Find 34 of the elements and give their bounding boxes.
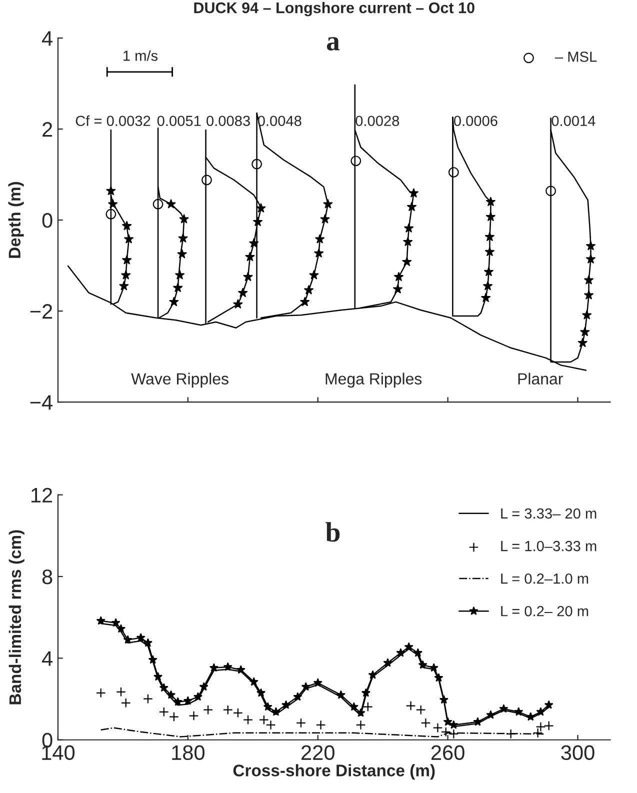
y-tick-label: −4 [30,395,52,410]
y-tick-label: 2 [42,122,52,137]
y-axis-title: Depth (m) [8,182,24,258]
annotation: b [326,522,340,542]
x-tick-label: 300 [561,745,594,760]
annotation: Mega Ripples [326,372,422,388]
annotation: Wave Ripples [131,372,228,388]
legend-label: L = 0.2–1.0 m [501,573,588,584]
x-tick-label: 220 [302,745,334,760]
annotation: Cf = 0.0032 [76,115,150,126]
annotation: 0.0006 [454,116,498,126]
chart-title: DUCK 94 – Longshore current – Oct 10 [194,2,474,16]
x-tick-label: 180 [172,745,204,760]
annotation: 0.0028 [356,116,400,126]
legend-label: L = 0.2– 20 m [501,606,588,616]
x-tick-label: 260 [431,745,464,760]
annotation: 0.0051 [157,116,201,126]
x-tick-label: 140 [42,745,75,760]
y-tick-label: 4 [42,651,52,666]
y-axis-title: Band-limited rms (cm) [8,530,24,704]
annotation: 1 m/s [124,50,158,61]
annotation: Planar [518,372,563,384]
y-tick-label: 0 [42,213,52,228]
legend-label: – MSL [554,52,597,62]
annotation: 0.0083 [206,116,250,126]
x-axis-title: Cross-shore Distance (m) [233,764,435,780]
annotation: 0.0014 [552,116,596,126]
y-tick-label: −2 [30,304,52,319]
legend-label: L = 3.33– 20 m [501,508,596,519]
y-tick-label: 8 [42,570,52,584]
y-tick-label: 4 [42,31,52,46]
annotation: a [326,37,340,50]
y-tick-label: 12 [32,488,52,502]
legend-label: L = 1.0–3.33 m [501,540,596,552]
